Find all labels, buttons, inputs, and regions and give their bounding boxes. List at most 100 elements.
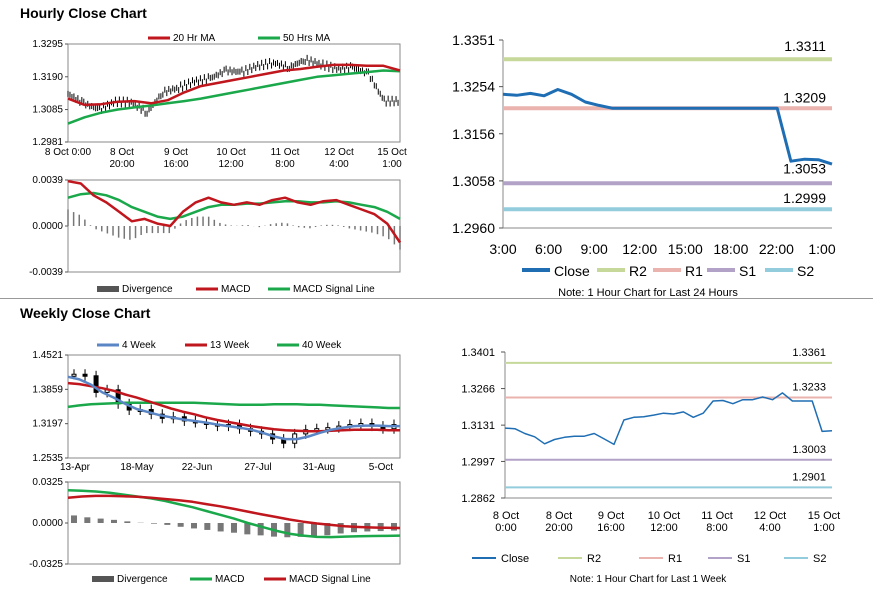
hourly-legend-macd-label: MACD [221, 284, 250, 295]
hourly-level-r1-label: 1.3209 [783, 89, 826, 105]
hourly-levels-note: Note: 1 Hour Chart for Last 24 Hours [558, 287, 738, 299]
weekly-price-xtick-label: 22-Jun [182, 462, 213, 473]
weekly-levels-xtick: 15 Oct [808, 510, 840, 522]
weekly-levels-ytick-label: 1.3401 [461, 347, 495, 359]
weekly-candle-body [71, 373, 77, 377]
hourly-chart-title: Hourly Close Chart [20, 5, 147, 21]
weekly-levels-xtick: 0:00 [495, 522, 516, 534]
weekly-divergence-bar [111, 519, 117, 523]
weekly-divergence-bar [71, 515, 77, 523]
weekly-levels-ytick-label: 1.2997 [461, 456, 495, 468]
hourly-levels-legend-r1-label: R1 [685, 263, 703, 279]
weekly-macd-ytick-label: 0.0325 [32, 477, 63, 488]
hourly-levels-xtick-label: 12:00 [622, 241, 657, 257]
hourly-price-xtick: 12 Oct [324, 147, 354, 158]
weekly-level-s2-label: 1.2901 [792, 471, 826, 483]
hourly-legend-signal-label: MACD Signal Line [293, 284, 375, 295]
hourly-ma50-line [67, 69, 401, 125]
hourly-price-xtick: 1:00 [382, 159, 402, 170]
hourly-price-xtick: 11 Oct [271, 147, 300, 158]
weekly-levels-xtick: 12:00 [650, 522, 678, 534]
weekly-divergence-bar [231, 523, 237, 533]
hourly-price-xtick: 4:00 [329, 159, 349, 170]
hourly-price-ytick-label: 1.3190 [32, 72, 63, 83]
hourly-price-xtick: 8 Oct [110, 147, 134, 158]
hourly-ma20-line [67, 63, 401, 107]
hourly-macd-line [67, 179, 402, 244]
weekly-divergence-bar [337, 523, 344, 534]
hourly-legend-ma20-label: 20 Hr MA [173, 33, 216, 44]
weekly-levels-xtick: 12 Oct [754, 510, 786, 522]
hourly-levels-legend-s1-label: S1 [739, 263, 756, 279]
hourly-macd-ytick-label: -0.0039 [29, 267, 63, 278]
hourly-levels-legend-close-label: Close [554, 263, 590, 279]
weekly-divergence-bar [97, 518, 104, 523]
hourly-levels-xtick-label: 18:00 [713, 241, 748, 257]
hourly-price-ytick-label: 1.2981 [32, 137, 63, 148]
hourly-levels-ytick-label: 1.3254 [452, 79, 495, 95]
hourly-price-xtick: 10 Oct [216, 147, 246, 158]
hourly-levels-ytick-label: 1.3156 [452, 126, 495, 142]
hourly-levels-xtick-label: 9:00 [581, 241, 608, 257]
weekly-price-xtick-label: 13-Apr [60, 462, 91, 473]
weekly-level-s1-label: 1.3003 [792, 444, 826, 456]
hourly-levels-xtick-label: 15:00 [668, 241, 703, 257]
weekly-price-ytick-label: 1.3197 [32, 419, 63, 430]
hourly-levels-xtick-label: 3:00 [489, 241, 516, 257]
weekly-price-ytick-label: 1.2535 [32, 453, 63, 464]
hourly-price-ytick-label: 1.3085 [32, 105, 63, 116]
weekly-levels-xtick: 20:00 [545, 522, 573, 534]
weekly-price-xtick-label: 27-Jul [244, 462, 271, 473]
weekly-divergence-bar [124, 521, 131, 523]
hourly-level-s2-label: 1.2999 [783, 190, 826, 206]
weekly-divergence-bar [151, 523, 157, 524]
hourly-levels-xtick-label: 22:00 [759, 241, 794, 257]
hourly-price-ytick-label: 1.3295 [32, 39, 63, 50]
hourly-levels-close-line [502, 88, 833, 166]
weekly-levels-legend-r1-label: R1 [668, 553, 682, 565]
weekly-candle-body [82, 373, 88, 377]
weekly-price-xtick-label: 31-Aug [303, 462, 335, 473]
weekly-candle-body [93, 375, 99, 393]
hourly-price-xtick: 8:00 [275, 159, 295, 170]
hourly-legend-divergence-label: Divergence [122, 284, 173, 295]
hourly-levels-ytick-label: 1.3351 [452, 32, 495, 48]
hourly-macd-ytick-label: 0.0000 [32, 221, 63, 232]
weekly-levels-xtick: 16:00 [597, 522, 625, 534]
weekly-divergence-bar [164, 523, 171, 525]
weekly-divergence-bar [84, 517, 91, 523]
weekly-macd-signal-line [67, 494, 401, 530]
weekly-levels-xtick: 8 Oct [493, 510, 519, 522]
weekly-divergence-bar [191, 523, 197, 529]
hourly-legend-divergence-swatch [97, 286, 119, 292]
weekly-divergence-bar [297, 523, 304, 537]
hourly-price-xtick: 16:00 [163, 159, 188, 170]
weekly-price-ytick-label: 1.3859 [32, 384, 63, 395]
weekly-legend-divergence-label: Divergence [117, 574, 168, 585]
weekly-4wk-line [67, 375, 400, 441]
hourly-macd-ytick-label: 0.0039 [32, 175, 63, 186]
weekly-divergence-bar [311, 523, 317, 537]
weekly-divergence-bar [257, 523, 264, 536]
weekly-13wk-line [67, 381, 400, 433]
weekly-divergence-bar [177, 523, 184, 527]
hourly-price-xtick: 15 Oct [377, 147, 407, 158]
weekly-levels-xtick: 1:00 [813, 522, 834, 534]
weekly-legend-40wk-label: 40 Week [302, 340, 342, 351]
weekly-legend-13wk-label: 13 Week [210, 340, 250, 351]
hourly-price-xtick: 20:00 [109, 159, 134, 170]
hourly-level-s1-label: 1.3053 [783, 160, 826, 176]
hourly-level-r2-label: 1.3311 [784, 38, 826, 54]
weekly-legend-4wk-label: 4 Week [122, 340, 157, 351]
hourly-macd-frame [67, 179, 401, 273]
hourly-levels-legend-s2-label: S2 [797, 263, 814, 279]
hourly-levels-xtick-label: 6:00 [535, 241, 562, 257]
weekly-levels-xtick: 11 Oct [701, 510, 733, 522]
hourly-levels-xtick-label: 1:00 [808, 241, 835, 257]
hourly-price-xtick: 12:00 [218, 159, 243, 170]
weekly-price-xtick-label: 18-May [120, 462, 153, 473]
weekly-levels-ytick-label: 1.2862 [461, 493, 495, 505]
weekly-levels-ytick-label: 1.3131 [461, 420, 495, 432]
weekly-divergence-bar [324, 523, 331, 536]
